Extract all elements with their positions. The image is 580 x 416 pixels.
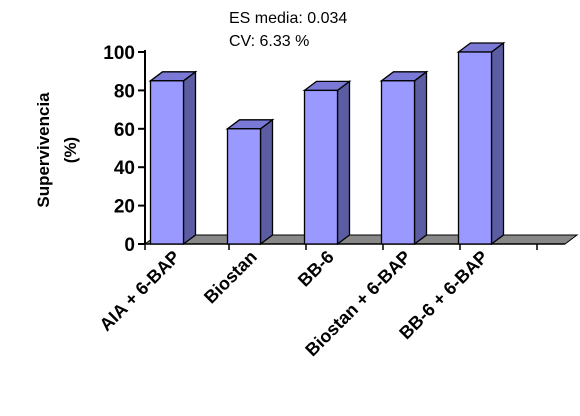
y-tick-label: 40: [114, 158, 135, 179]
es-media-label: ES media: 0.034: [229, 10, 348, 27]
bar: [457, 51, 493, 245]
bar-side: [490, 41, 505, 246]
bar: [303, 89, 339, 245]
y-tick-label: 60: [114, 120, 135, 141]
bar-side: [413, 70, 428, 246]
bar: [226, 128, 262, 245]
y-axis-title-line1: Supervivencia: [34, 92, 53, 208]
y-tick-label: 100: [103, 43, 135, 64]
bar-side: [259, 118, 274, 246]
bar-side: [336, 80, 351, 246]
bar-side: [182, 70, 197, 246]
y-tick-label: 80: [114, 81, 135, 102]
x-tick-label: Biostan: [200, 247, 261, 308]
bar: [149, 80, 185, 245]
chart-floor: [143, 234, 579, 245]
bar: [380, 80, 416, 245]
y-tick-label: 20: [114, 197, 135, 218]
x-tick-label: BB-6: [294, 247, 338, 291]
cv-label: CV: 6.33 %: [229, 33, 310, 50]
x-tick-label: AIA + 6-BAP: [96, 247, 184, 335]
y-axis-title-line2: (%): [61, 137, 80, 163]
y-tick-label: 0: [124, 235, 135, 256]
